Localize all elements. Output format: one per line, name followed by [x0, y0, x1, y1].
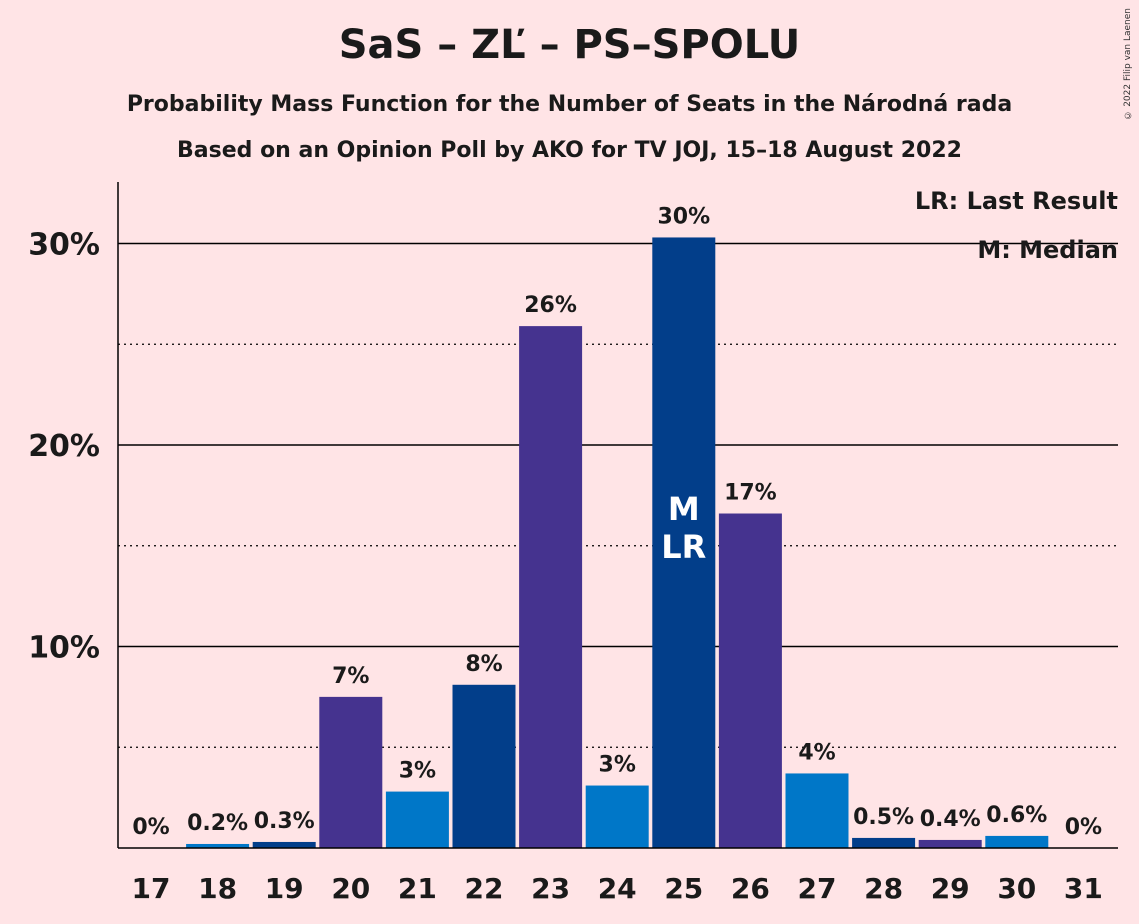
bar-seat-21 — [385, 791, 449, 848]
x-tick-label: 31 — [1064, 872, 1103, 905]
x-tick-label: 23 — [531, 872, 570, 905]
x-tick-label: 24 — [598, 872, 637, 905]
data-label-seat-28: 0.5% — [853, 805, 914, 830]
bar-seat-24 — [585, 785, 649, 848]
median-last-result-markers: MLR — [661, 490, 706, 566]
y-tick-label: 20% — [28, 429, 100, 464]
bar-seat-25 — [652, 237, 716, 848]
bar-seat-19 — [252, 841, 316, 848]
x-tick-label: 26 — [731, 872, 770, 905]
data-label-seat-22: 8% — [465, 652, 502, 677]
chart-subtitle: Probability Mass Function for the Number… — [126, 92, 1013, 117]
data-label-seat-17: 0% — [132, 815, 169, 840]
bars — [186, 237, 1049, 848]
median-marker: M — [668, 490, 700, 528]
data-label-seat-31: 0% — [1065, 815, 1102, 840]
data-label-seat-20: 7% — [332, 664, 369, 689]
data-label-seat-23: 26% — [524, 293, 577, 318]
x-tick-label: 25 — [664, 872, 703, 905]
bar-seat-30 — [985, 835, 1049, 848]
bar-seat-28 — [852, 837, 916, 848]
bar-seat-18 — [186, 843, 250, 848]
y-tick-label: 30% — [28, 228, 100, 263]
x-tick-label: 28 — [864, 872, 903, 905]
data-labels: 0% 0.2% 0.3% 7% 3% 8% 26% 3% 30% 17% 4% 0.5% 0.4% 0.6… — [132, 204, 1102, 840]
x-tick-label: 30 — [997, 872, 1036, 905]
bar-seat-22 — [452, 684, 516, 848]
data-label-seat-25: 30% — [657, 204, 710, 229]
data-label-seat-19: 0.3% — [254, 809, 315, 834]
data-label-seat-18: 0.2% — [187, 811, 248, 836]
x-tick-label: 29 — [931, 872, 970, 905]
legend-median: M: Median — [977, 236, 1118, 264]
chart-source: Based on an Opinion Poll by AKO for TV J… — [177, 138, 962, 163]
last-result-marker: LR — [661, 528, 706, 566]
bar-seat-23 — [519, 326, 583, 848]
bar-seat-26 — [718, 513, 782, 848]
x-tick-label: 17 — [132, 872, 171, 905]
bar-seat-29 — [918, 839, 982, 848]
x-tick-label: 20 — [331, 872, 370, 905]
legend-last-result: LR: Last Result — [915, 187, 1118, 215]
x-tick-label: 21 — [398, 872, 437, 905]
x-tick-label: 18 — [198, 872, 237, 905]
data-label-seat-27: 4% — [798, 740, 835, 765]
data-label-seat-21: 3% — [399, 759, 436, 784]
data-label-seat-30: 0.6% — [986, 803, 1047, 828]
bar-seat-27 — [785, 773, 849, 848]
bar-seat-20 — [319, 696, 383, 848]
x-tick-label: 22 — [465, 872, 504, 905]
y-tick-label: 10% — [28, 631, 100, 666]
data-label-seat-29: 0.4% — [920, 807, 981, 832]
data-label-seat-24: 3% — [599, 753, 636, 778]
data-label-seat-26: 17% — [724, 481, 777, 506]
chart-title: SaS – ZĽ – PS–SPOLU — [338, 22, 801, 68]
x-tick-label: 27 — [798, 872, 837, 905]
gridlines: 10% 20% 30% — [28, 228, 1118, 748]
axes: 17 18 19 20 21 22 23 24 25 26 27 28 29 30 31 — [117, 182, 1118, 905]
x-tick-label: 19 — [265, 872, 304, 905]
